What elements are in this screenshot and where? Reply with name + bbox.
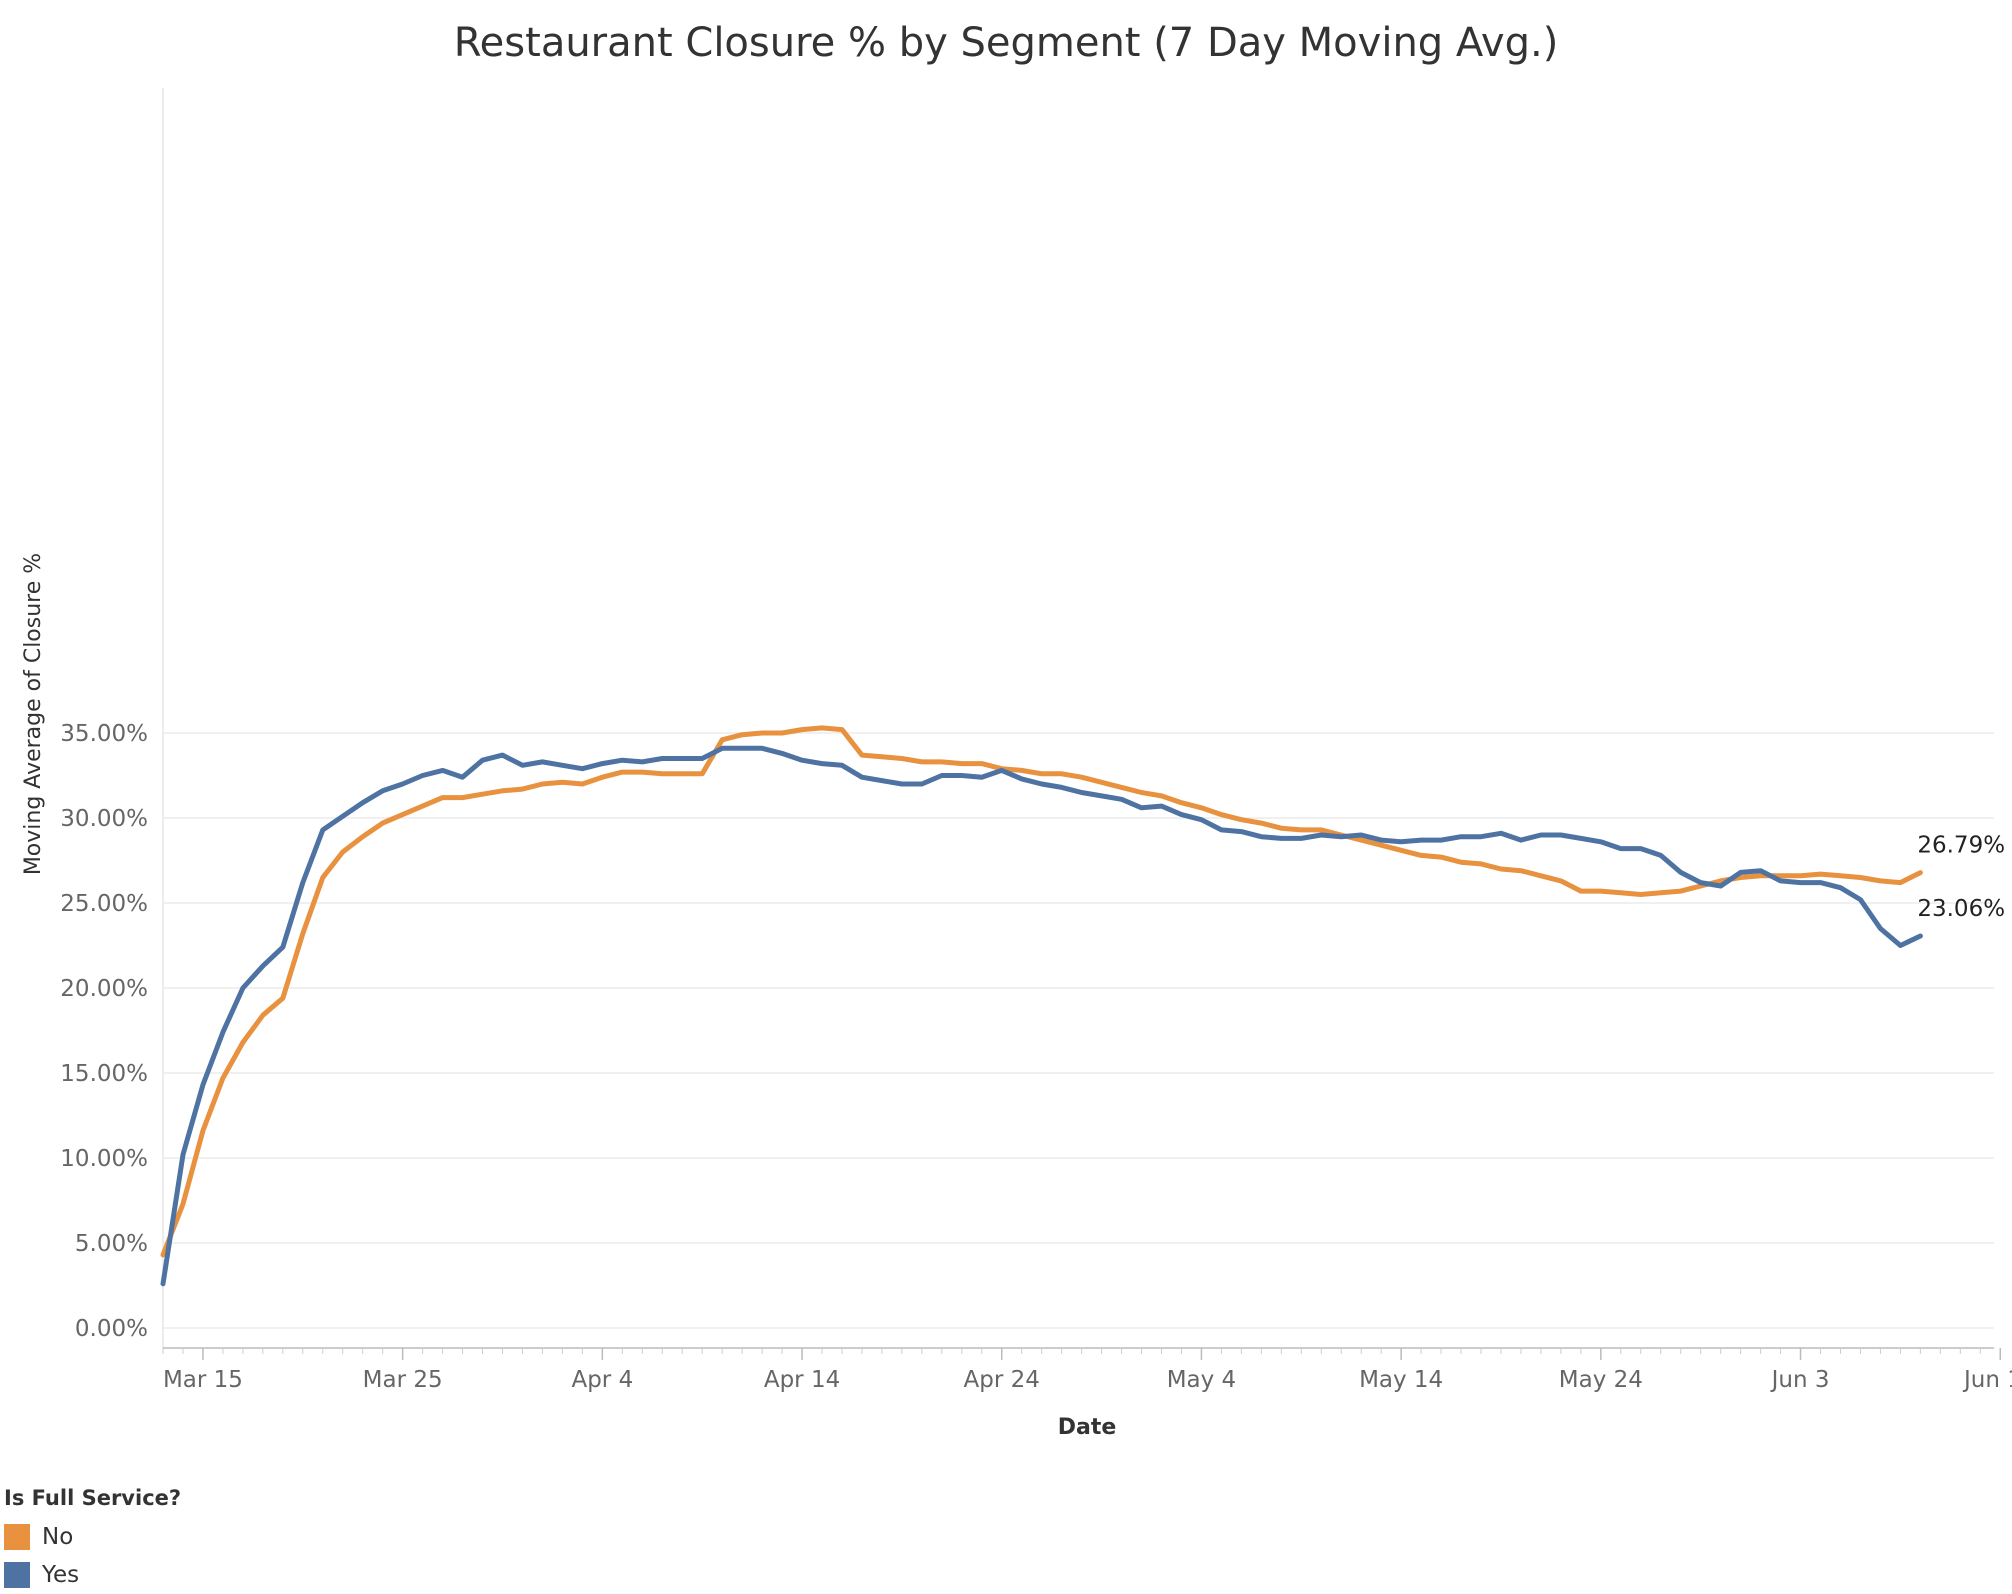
- legend-label-no: No: [42, 1524, 74, 1550]
- gridlines: [162, 88, 1994, 1348]
- end-label-no: 26.79%: [1917, 833, 2005, 859]
- x-tick-label: Apr 4: [571, 1367, 633, 1393]
- y-tick-label: 10.00%: [60, 1146, 148, 1172]
- x-tick-label: Mar 15: [163, 1367, 243, 1393]
- y-tick-label: 15.00%: [60, 1061, 148, 1087]
- end-labels: 26.79% 23.06%: [1917, 833, 2005, 922]
- x-tick-label: Apr 14: [764, 1367, 840, 1393]
- series-line-no[interactable]: [160, 725, 1923, 1258]
- y-tick-label: 30.00%: [60, 806, 148, 832]
- end-label-yes: 23.06%: [1917, 896, 2005, 922]
- legend: Is Full Service? No Yes: [4, 1486, 181, 1594]
- x-tick-label: May 24: [1559, 1367, 1643, 1393]
- x-tick-label: May 4: [1167, 1367, 1237, 1393]
- series-lines: [160, 725, 1923, 1287]
- x-tick-label: Mar 25: [363, 1367, 443, 1393]
- x-axis: Mar 15 Mar 25 Apr 4 Apr 14 Apr 24 May 4 May 14…: [162, 1347, 2012, 1393]
- x-tick-label: Jun 13: [1962, 1367, 2012, 1393]
- x-tick-label: Apr 24: [964, 1367, 1040, 1393]
- y-tick-label: 5.00%: [75, 1231, 148, 1257]
- x-tick-label: Jun 3: [1770, 1367, 1830, 1393]
- legend-title: Is Full Service?: [4, 1486, 182, 1510]
- x-tick-label: May 14: [1359, 1367, 1443, 1393]
- legend-swatch-yes: [4, 1562, 30, 1588]
- y-axis-label: Moving Average of Closure %: [21, 553, 46, 875]
- y-tick-label: 20.00%: [60, 976, 148, 1002]
- y-tick-label: 35.00%: [60, 721, 148, 747]
- legend-item-no[interactable]: No: [4, 1518, 181, 1556]
- legend-label-yes: Yes: [42, 1562, 80, 1588]
- y-tick-label: 25.00%: [60, 891, 148, 917]
- legend-swatch-no: [4, 1524, 30, 1550]
- chart-title: Restaurant Closure % by Segment (7 Day M…: [454, 20, 1559, 66]
- x-axis-label: Date: [1058, 1415, 1117, 1440]
- series-line-yes[interactable]: [160, 745, 1923, 1287]
- legend-item-yes[interactable]: Yes: [4, 1556, 181, 1594]
- y-axis-ticks: 0.00% 5.00% 10.00% 15.00% 20.00% 25.00% 30.00%…: [60, 721, 148, 1342]
- y-tick-label: 0.00%: [75, 1316, 148, 1342]
